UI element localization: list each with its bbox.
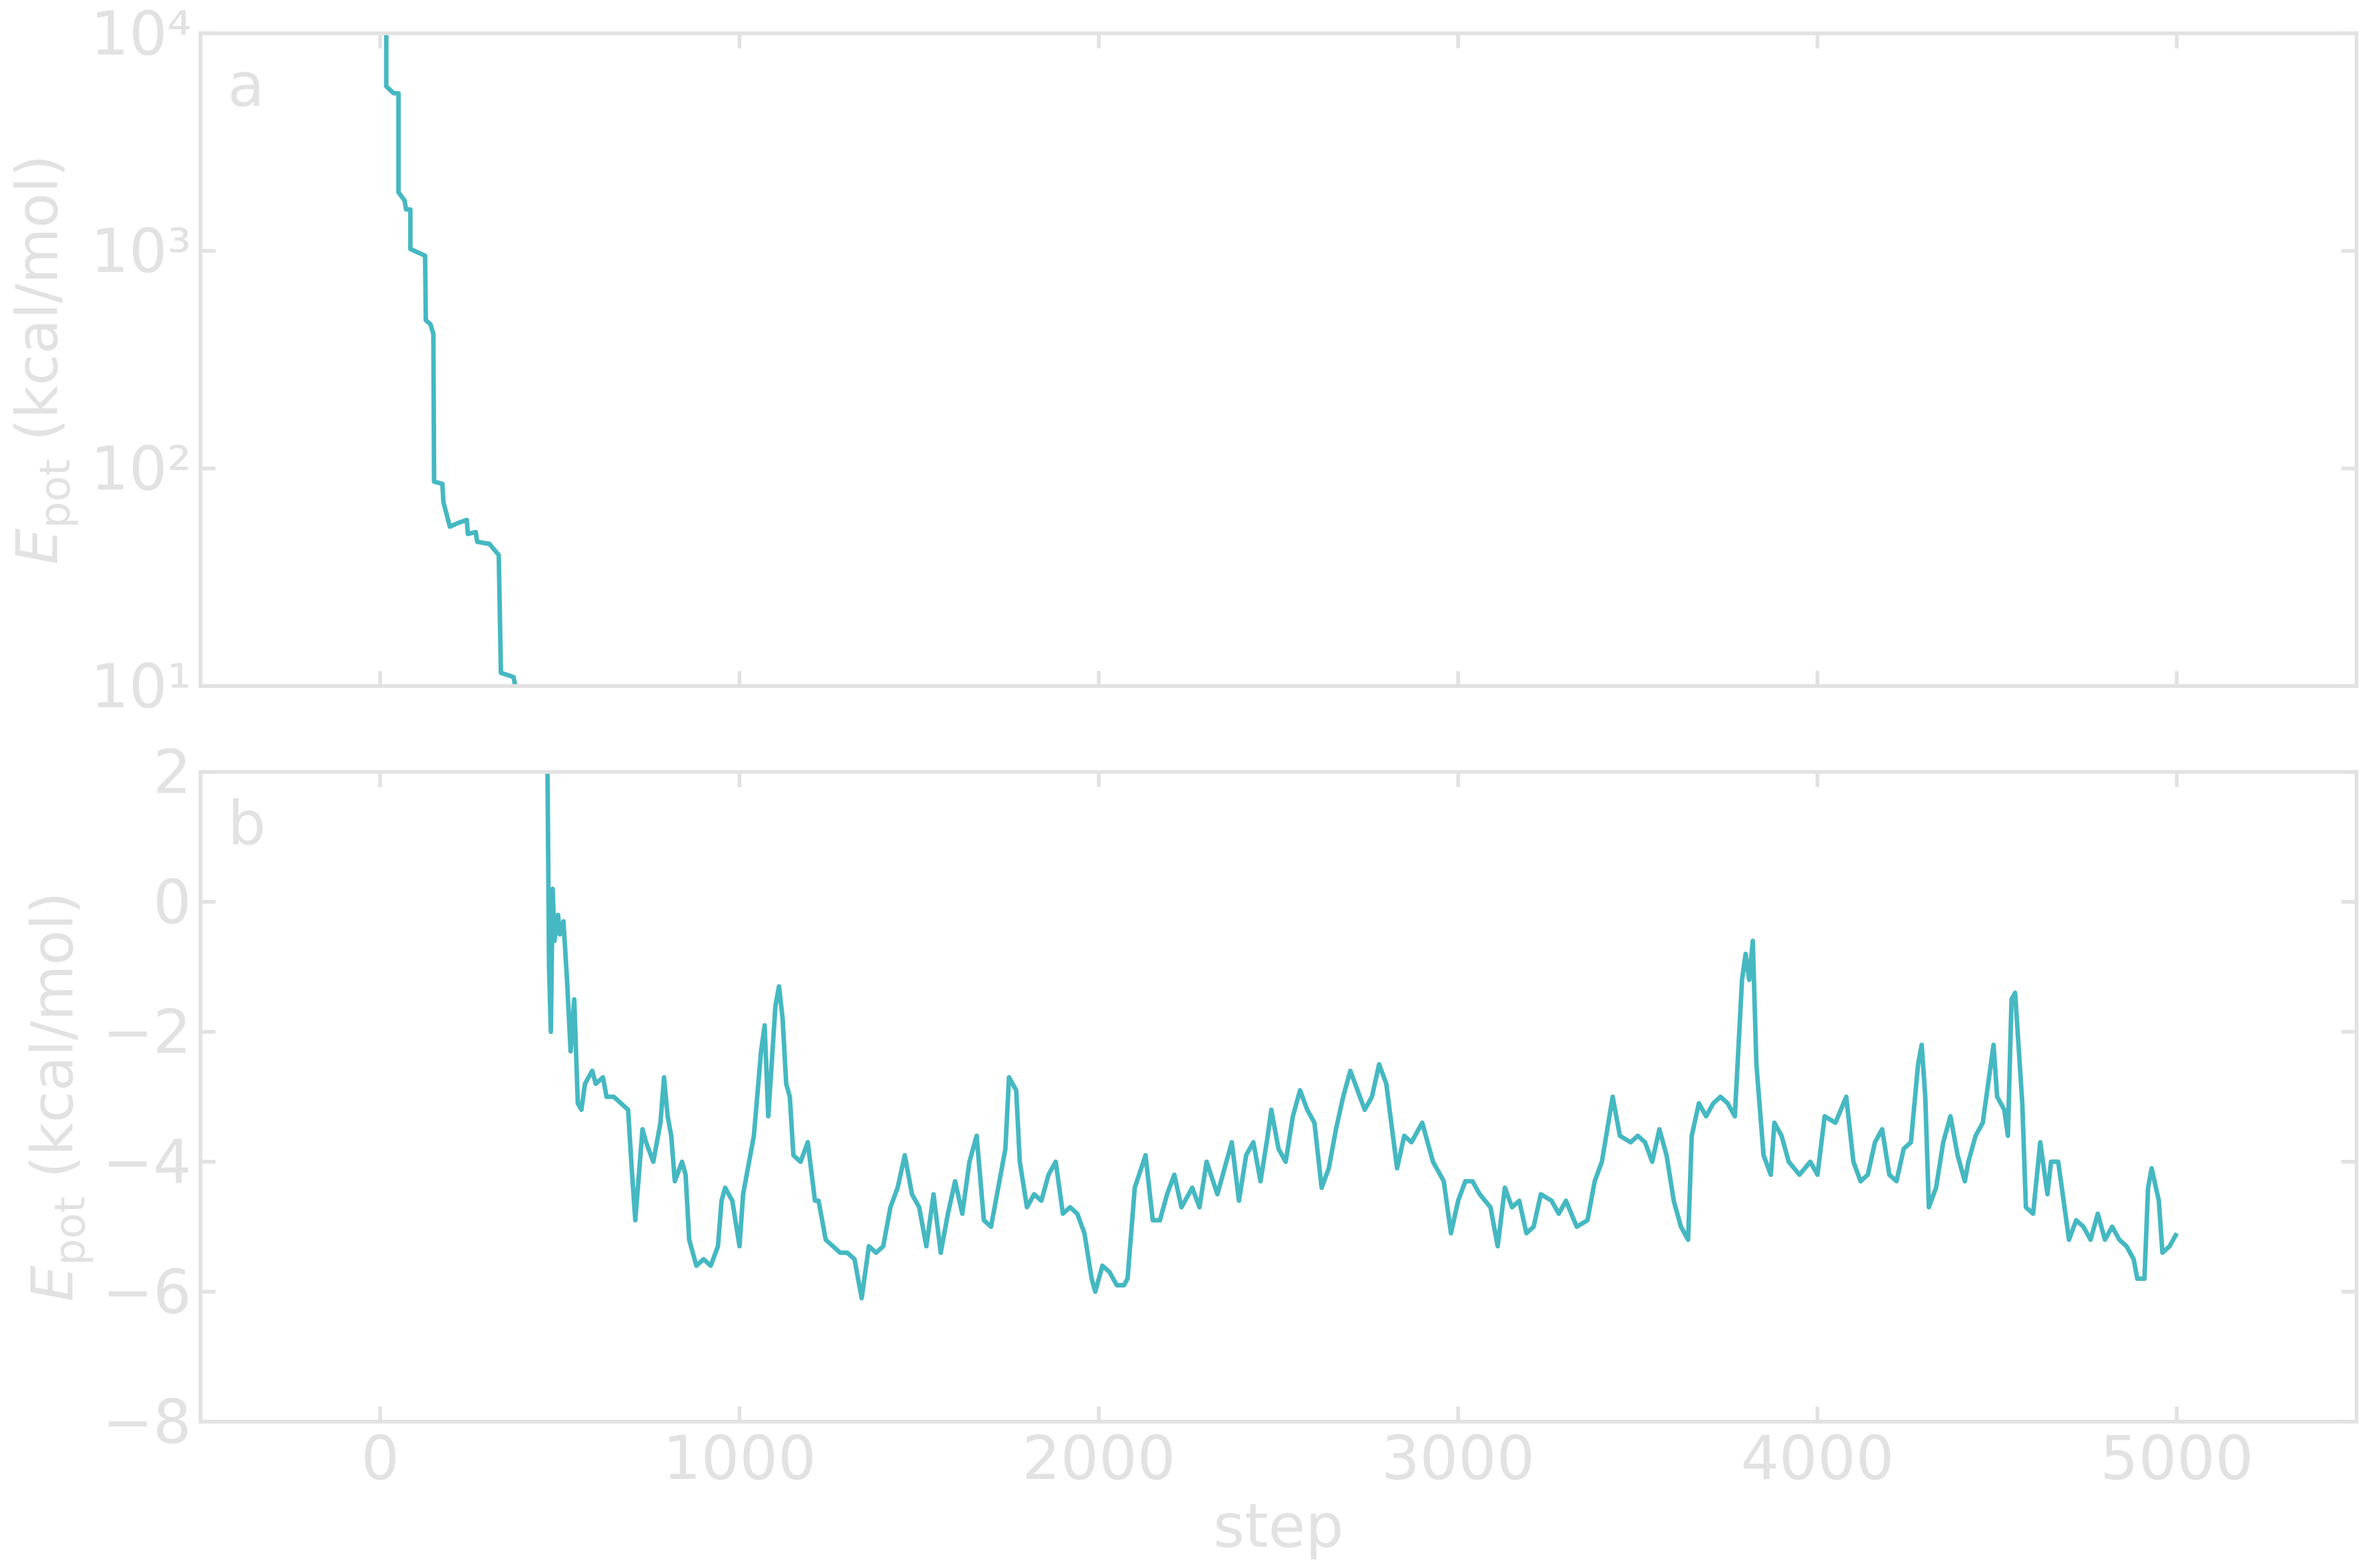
data-line bbox=[545, 772, 2179, 1301]
y-axis-label: Epot (kcal/mol) bbox=[20, 892, 94, 1302]
x-tick-label: 4000 bbox=[1740, 1424, 1894, 1494]
axes-frame bbox=[198, 770, 2359, 1424]
y-tick-label: −8 bbox=[102, 1388, 191, 1458]
x-tick-label: 3000 bbox=[1381, 1424, 1535, 1494]
y-label-symbol: E bbox=[20, 1265, 86, 1301]
y-label-subscript: pot bbox=[30, 459, 79, 528]
y-tick-label: 10³ bbox=[90, 217, 191, 286]
y-tick-label: 0 bbox=[153, 868, 191, 938]
x-tick-label: 2000 bbox=[1022, 1424, 1175, 1494]
y-label-symbol: E bbox=[5, 528, 71, 564]
y-label-unit: (kcal/mol) bbox=[20, 892, 86, 1196]
y-tick-label: 10⁴ bbox=[90, 0, 191, 69]
axes-frame bbox=[198, 31, 2359, 688]
y-tick-label: −2 bbox=[102, 998, 191, 1067]
y-tick-label: 10¹ bbox=[90, 652, 191, 722]
y-tick-label: 2 bbox=[153, 738, 191, 808]
data-line bbox=[384, 33, 519, 687]
y-axis-label: Epot (kcal/mol) bbox=[5, 155, 79, 565]
plot-area bbox=[384, 33, 519, 687]
y-label-subscript: pot bbox=[45, 1196, 94, 1266]
x-axis-label: step bbox=[1213, 1492, 1344, 1561]
panel-label: a bbox=[227, 51, 265, 120]
panel: 0 1000 2000 3000 4000 5000 −8 −6 −4 −2 0 2b step Epot… bbox=[20, 738, 2359, 1561]
plot-area bbox=[545, 772, 2179, 1301]
y-tick-label: 10² bbox=[90, 435, 191, 504]
y-tick-label: −6 bbox=[102, 1258, 191, 1327]
y-label-unit: (kcal/mol) bbox=[5, 155, 71, 459]
y-tick-label: −4 bbox=[102, 1128, 191, 1198]
x-tick-label: 1000 bbox=[663, 1424, 816, 1494]
panel-label: b bbox=[227, 789, 266, 859]
x-tick-label: 5000 bbox=[2100, 1424, 2254, 1494]
x-tick-label: 0 bbox=[361, 1424, 400, 1494]
panel: 10¹ 10² 10³ 10⁴ a Epot (kcal/mol) bbox=[5, 0, 2359, 722]
